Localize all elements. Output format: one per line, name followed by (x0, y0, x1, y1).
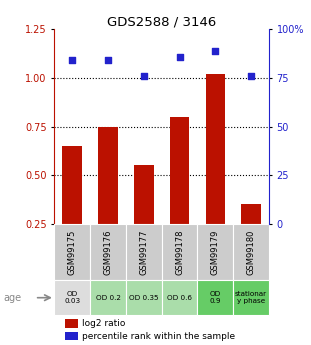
Bar (98, 127, 118, 273)
Bar (54, 224, 90, 280)
Text: OD 0.2: OD 0.2 (95, 295, 121, 301)
Text: GSM99176: GSM99176 (104, 229, 113, 275)
Bar (197, 280, 233, 315)
Bar (63, 146, 82, 273)
Text: percentile rank within the sample: percentile rank within the sample (82, 332, 235, 341)
Bar (233, 224, 269, 280)
Point (141, 73, 146, 79)
Bar (90, 224, 126, 280)
Text: GSM99180: GSM99180 (247, 229, 256, 275)
Point (248, 73, 253, 79)
Text: OD 0.6: OD 0.6 (167, 295, 192, 301)
Bar (54, 280, 90, 315)
Point (105, 58, 111, 63)
Bar (162, 224, 197, 280)
Bar (90, 280, 126, 315)
Bar (65, 319, 78, 328)
Text: OD 0.35: OD 0.35 (129, 295, 159, 301)
Bar (206, 74, 225, 273)
Bar (134, 166, 154, 273)
Point (177, 54, 182, 59)
Text: GSM99177: GSM99177 (139, 229, 148, 275)
Bar (233, 280, 269, 315)
Text: GSM99179: GSM99179 (211, 229, 220, 275)
Text: log2 ratio: log2 ratio (82, 319, 126, 328)
Bar (126, 280, 162, 315)
Bar (65, 332, 78, 341)
Text: OD
0.03: OD 0.03 (64, 291, 80, 304)
Text: stationar
y phase: stationar y phase (235, 291, 267, 304)
Bar (126, 224, 162, 280)
Bar (170, 117, 189, 273)
Point (213, 48, 218, 53)
Point (70, 58, 75, 63)
Bar (197, 224, 233, 280)
Text: GSM99178: GSM99178 (175, 229, 184, 275)
Text: age: age (3, 293, 21, 303)
Text: OD
0.9: OD 0.9 (210, 291, 221, 304)
Bar (162, 280, 197, 315)
Title: GDS2588 / 3146: GDS2588 / 3146 (107, 15, 216, 28)
Bar (241, 204, 261, 273)
Text: GSM99175: GSM99175 (68, 229, 77, 275)
